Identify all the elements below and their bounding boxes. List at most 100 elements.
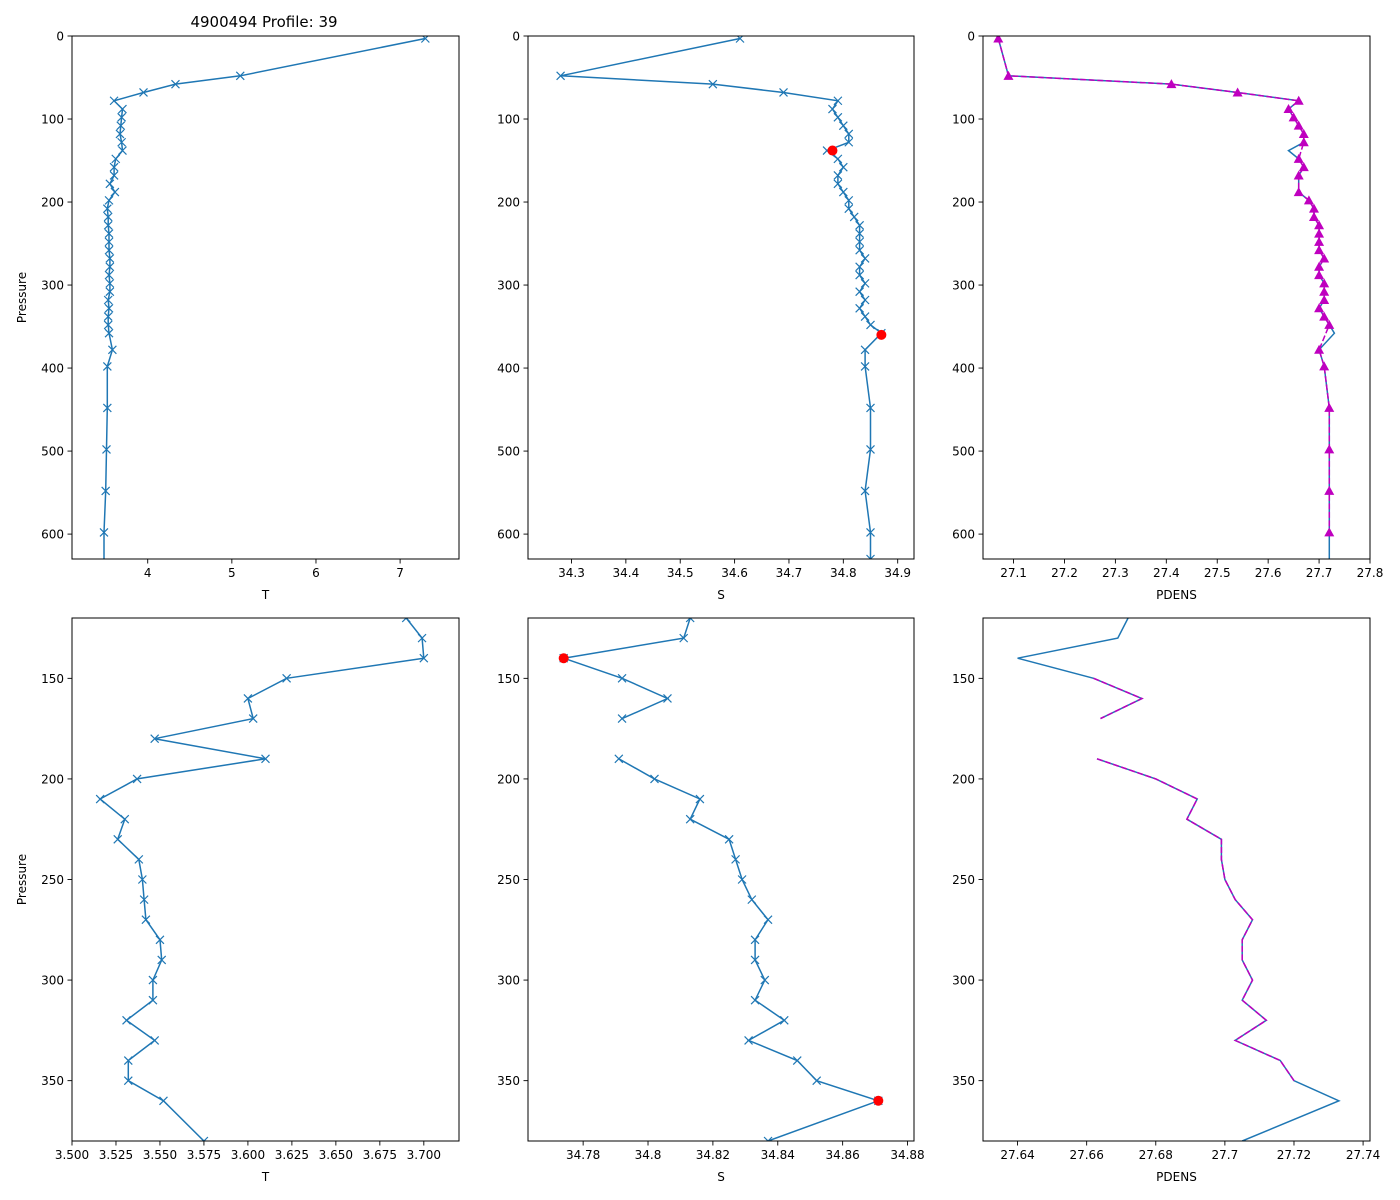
density-marker [1314,245,1325,255]
data-point-marker [708,79,718,89]
density-marker [1324,485,1335,495]
data-point-marker [105,287,115,297]
data-point-marker [235,71,245,81]
x-tick-label: 27.3 [1102,566,1129,580]
density-marker [1314,261,1325,271]
series-line [997,38,1331,533]
data-point-marker [750,995,760,1005]
data-point-marker [833,96,843,106]
axes-frame [71,35,460,560]
y-tick-label: 300 [41,279,64,293]
data-point-marker [866,320,875,330]
x-axis-label: S [717,588,725,602]
density-marker [1319,253,1330,263]
density-marker [1298,162,1309,172]
x-tick-label: 4 [144,566,152,580]
density-marker [1314,220,1325,230]
x-tick-label: 27.1 [1000,566,1027,580]
data-point-marker [102,361,112,371]
data-point-marker [171,79,180,89]
data-point-marker [617,673,627,683]
data-point-marker [243,694,253,703]
y-tick-label: 0 [56,30,64,44]
density-marker [1308,211,1319,221]
data-point-marker [123,1076,133,1086]
axes-frame [527,617,915,1142]
data-point-marker [866,403,875,413]
x-tick-label: 27.74 [1346,1148,1380,1162]
x-tick-label: 34.3 [558,566,585,580]
data-point-marker [685,618,695,623]
density-marker [1324,527,1335,537]
x-tick-label: 27.8 [1357,566,1384,580]
data-point-marker [105,254,115,263]
axes-frame [982,617,1371,1142]
y-tick-label: 150 [41,672,64,686]
data-point-marker [157,955,167,965]
y-axis-label: Pressure [15,854,29,905]
data-point-marker [105,179,115,189]
figure-title: 4900494 Profile: 39 [190,13,337,31]
subplot-grid: 4 5 6 7 0 100 200 300 400 500 600 T Pressure 34.3 34.4… [15,30,1383,1185]
series-line [103,37,426,559]
data-point-marker [113,834,123,844]
density-marker [1319,286,1330,296]
data-point-marker [150,734,160,744]
x-tick-label: 34.7 [776,566,803,580]
data-point-marker [860,361,870,371]
density-marker [1314,270,1325,280]
data-point-marker [248,714,258,724]
x-tick-label: 27.7 [1212,1148,1239,1162]
data-point-marker [855,303,865,313]
data-point-marker [103,295,113,305]
data-point-marker [866,554,875,559]
data-point-marker [123,1056,133,1065]
data-point-marker [731,854,741,864]
data-point-marker [111,154,121,164]
x-tick-label: 3.675 [363,1148,397,1162]
x-axis-label: S [717,1170,725,1184]
data-point-marker [844,129,854,139]
x-tick-label: 34.88 [890,1148,924,1162]
y-tick-label: 250 [497,873,520,887]
data-point-marker [735,36,745,43]
data-point-marker [838,121,848,131]
data-point-marker [148,995,158,1005]
axes-frame [527,35,915,560]
subplot-pdens_full: 27.1 27.2 27.3 27.4 27.5 27.6 27.7 27.8 0 100 200 3… [952,30,1383,603]
y-tick-label: 200 [41,772,64,786]
x-axis-label: PDENS [1156,1170,1197,1184]
x-tick-label: 27.5 [1204,566,1231,580]
data-point-marker [737,875,747,884]
y-tick-label: 350 [952,1074,975,1088]
x-tick-label: 27.68 [1139,1148,1173,1162]
data-point-marker [118,104,127,114]
data-point-marker [109,162,119,172]
data-point-marker [855,262,865,272]
y-tick-label: 0 [967,30,975,44]
data-point-marker [117,112,127,122]
subplot-t_zoom: 3.500 3.525 3.550 3.575 3.600 3.625 3.650 3.675… [15,617,460,1184]
subplot-s_full: 34.3 34.4 34.5 34.6 34.7 34.8 34.9 0 100 200 300 40… [497,30,915,602]
data-point-marker [828,104,837,114]
data-point-marker [812,1076,822,1086]
data-point-marker [860,312,870,322]
y-tick-label: 250 [41,873,64,887]
data-point-marker [855,229,865,239]
y-tick-label: 500 [497,445,520,459]
x-tick-label: 3.650 [319,1148,353,1162]
series-line [997,38,1336,559]
series-line [1093,677,1295,1082]
density-marker [1303,195,1314,205]
data-point-marker [779,1015,789,1025]
data-point-marker [833,154,843,164]
data-point-marker [750,955,760,965]
y-tick-label: 300 [952,279,975,293]
y-tick-label: 100 [41,113,64,127]
data-point-marker [104,328,114,338]
x-tick-label: 34.86 [825,1148,859,1162]
data-point-marker [724,834,734,844]
data-point-marker [104,303,114,313]
x-axis-label: PDENS [1156,588,1197,602]
series-line [563,618,691,720]
